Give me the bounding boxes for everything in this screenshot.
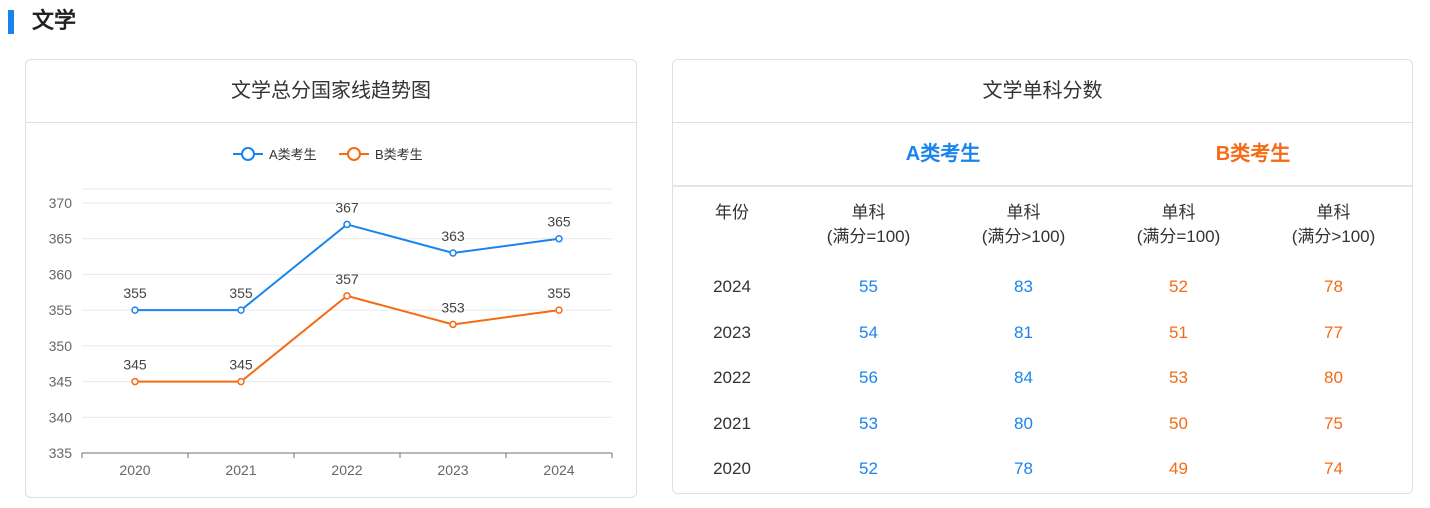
table-cell-score: 51	[1169, 322, 1188, 342]
table-cell-year: 2020	[713, 459, 751, 478]
header-a-single-over100: 单科 (满分>100)	[946, 201, 1101, 249]
y-tick-label: 335	[49, 445, 73, 461]
data-label: 357	[335, 271, 359, 287]
data-label: 345	[229, 357, 253, 373]
header-sub: (满分>100)	[1291, 227, 1376, 246]
header-sub: (满分=100)	[826, 227, 911, 246]
table-cell-score: 83	[1014, 277, 1033, 296]
header-label: 单科	[1006, 203, 1041, 222]
data-label: 355	[547, 285, 571, 301]
x-tick-label: 2021	[225, 462, 256, 478]
table-cell-score: 52	[859, 459, 878, 478]
table-cell-score: 78	[1324, 277, 1343, 296]
data-point	[237, 377, 245, 386]
section-accent-bar	[8, 10, 14, 34]
table-cell-score: 77	[1324, 322, 1343, 342]
data-label: 353	[441, 299, 465, 315]
y-tick-label: 340	[49, 409, 73, 425]
y-tick-label: 370	[49, 195, 73, 211]
table-cell-score: 56	[859, 368, 878, 387]
table-cell-score: 52	[1169, 277, 1188, 296]
table-cell-score: 81	[1014, 322, 1033, 342]
header-a-single-100: 单科 (满分=100)	[791, 201, 946, 249]
data-label: 365	[547, 214, 571, 230]
series-line	[135, 294, 560, 383]
table-cell-score: 55	[859, 277, 878, 296]
x-tick-label: 2020	[119, 462, 150, 478]
data-point	[237, 306, 245, 314]
table-card-title: 文学单科分数	[673, 60, 1412, 123]
table-card: 文学单科分数 A类考生 B类考生 年份 单科 (满分=100) 单科 (满分>1…	[672, 59, 1413, 494]
chart-card: 文学总分国家线趋势图 335 340 345 350 355 360 365 370 2020 2…	[25, 59, 637, 498]
table-cell-score: 75	[1324, 413, 1343, 433]
legend-marker	[241, 147, 255, 161]
table-cell-year: 2023	[713, 322, 751, 342]
legend-label: B类考生	[375, 147, 423, 162]
y-tick-label: 360	[49, 266, 73, 282]
table-cell-score: 84	[1014, 368, 1033, 387]
y-tick-label: 365	[49, 231, 73, 247]
header-sub: (满分>100)	[981, 227, 1066, 246]
header-label: 单科	[1316, 203, 1351, 222]
header-b-single-100: 单科 (满分=100)	[1101, 201, 1256, 249]
table-cell-score: 80	[1014, 413, 1033, 433]
section-title: 文学	[32, 8, 77, 33]
data-point	[131, 377, 139, 386]
y-tick-label: 350	[49, 338, 73, 354]
x-tick-label: 2024	[543, 462, 574, 478]
header-label: 单科	[1161, 203, 1196, 222]
header-label: 单科	[851, 203, 886, 222]
data-label: 367	[335, 199, 359, 215]
y-tick-label: 345	[49, 374, 73, 390]
data-point	[555, 306, 563, 314]
group-b-header: B类考生	[1215, 143, 1291, 165]
header-b-single-over100: 单科 (满分>100)	[1256, 201, 1411, 249]
data-point	[555, 234, 563, 243]
data-label: 345	[123, 357, 147, 373]
table-cell-score: 74	[1324, 459, 1343, 478]
table-cell-year: 2021	[713, 413, 751, 433]
table-divider	[673, 185, 1412, 187]
table-cell-year: 2024	[713, 277, 751, 296]
data-label: 355	[229, 285, 253, 301]
group-a-header: A类考生	[905, 143, 981, 165]
data-point	[449, 320, 457, 329]
data-point	[131, 306, 139, 314]
table-cell-score: 49	[1169, 459, 1188, 478]
data-point	[343, 220, 351, 229]
x-tick-label: 2023	[437, 462, 468, 478]
table-cell-score: 78	[1014, 459, 1033, 478]
data-label: 363	[441, 228, 465, 244]
table-cell-year: 2022	[713, 368, 751, 387]
table-cell-score: 80	[1324, 368, 1343, 387]
table-cell-score: 50	[1169, 413, 1188, 433]
chart-card-title: 文学总分国家线趋势图	[26, 60, 636, 123]
header-sub: (满分=100)	[1136, 227, 1221, 246]
data-label: 355	[123, 285, 147, 301]
legend-label: A类考生	[269, 147, 317, 162]
header-year: 年份	[715, 203, 749, 222]
data-point	[449, 249, 457, 257]
y-tick-label: 355	[49, 302, 73, 318]
legend-marker	[347, 147, 361, 161]
table-cell-score: 53	[859, 413, 878, 433]
table-cell-score: 54	[859, 322, 878, 342]
table-cell-score: 53	[1169, 368, 1188, 387]
x-tick-label: 2022	[331, 462, 362, 478]
data-point	[343, 292, 351, 300]
line-chart: 335 340 345 350 355 360 365 370 2020 2021 2022 2023…	[49, 147, 613, 478]
